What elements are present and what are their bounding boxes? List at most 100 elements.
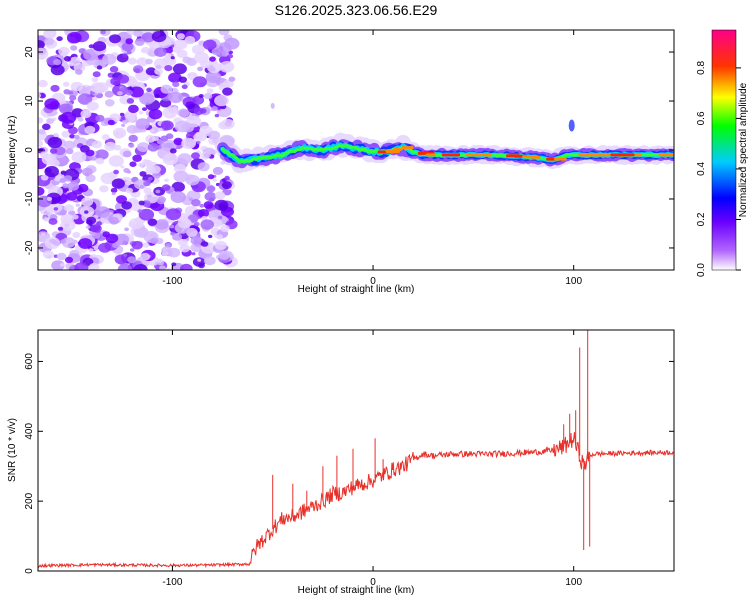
y-tick-label: 600 — [24, 353, 35, 370]
noise-blob — [38, 40, 45, 50]
noise-blob — [39, 151, 49, 158]
noise-blob — [63, 89, 71, 95]
noise-blob — [85, 225, 91, 229]
noise-blob — [84, 125, 96, 134]
noise-blob — [64, 204, 75, 212]
noise-blob — [148, 109, 163, 120]
noise-blob — [199, 203, 205, 208]
noise-blob — [222, 87, 233, 96]
noise-blob — [192, 76, 207, 88]
noise-blob — [48, 218, 58, 225]
noise-blob — [160, 84, 173, 94]
noise-blob — [65, 148, 74, 155]
noise-blob — [190, 236, 202, 246]
y-tick-label: -10 — [24, 191, 35, 206]
noise-blob — [75, 69, 83, 75]
noise-blob — [63, 140, 76, 150]
noise-blob — [126, 98, 135, 104]
noise-blob — [38, 186, 45, 196]
noise-blob — [184, 36, 196, 45]
noise-blob — [214, 199, 229, 211]
noise-blob — [49, 148, 58, 154]
noise-blob — [56, 36, 63, 42]
noise-blob — [133, 30, 143, 37]
noise-blob — [191, 252, 196, 256]
noise-blob — [59, 178, 67, 184]
noise-blob — [46, 196, 53, 201]
noise-blob — [220, 224, 230, 233]
noise-blob — [221, 118, 235, 130]
noise-blob — [72, 214, 79, 220]
noise-blob — [162, 153, 178, 166]
colorbar-tick-label: 0.4 — [696, 162, 707, 176]
noise-blob — [180, 263, 193, 270]
noise-blob — [182, 56, 192, 64]
noise-blob — [72, 239, 78, 244]
noise-blob — [38, 79, 48, 88]
noise-blob — [61, 130, 71, 138]
noise-blob — [214, 240, 227, 250]
noise-blob — [110, 77, 121, 86]
noise-blob — [227, 54, 234, 59]
noise-blob — [102, 231, 111, 238]
spectrogram-signal-track — [214, 102, 674, 174]
noise-blob — [177, 153, 192, 165]
noise-blob — [177, 217, 192, 229]
noise-blob — [146, 87, 152, 93]
noise-blob — [201, 241, 209, 247]
noise-blob — [197, 258, 202, 262]
noise-blob — [138, 200, 145, 206]
noise-blob — [101, 134, 110, 141]
noise-blob — [38, 129, 46, 135]
noise-blob — [166, 37, 176, 46]
noise-blob — [77, 93, 93, 105]
y-tick-label: 400 — [24, 423, 35, 440]
noise-blob — [141, 32, 155, 43]
noise-blob — [129, 86, 144, 98]
noise-blob — [161, 184, 171, 191]
noise-blob — [136, 142, 150, 153]
noise-blob — [113, 169, 119, 175]
noise-blob — [203, 256, 216, 266]
noise-blob — [75, 203, 80, 207]
noise-blob — [71, 151, 87, 163]
noise-blob — [172, 46, 181, 54]
noise-blob — [102, 53, 117, 65]
noise-blob — [151, 135, 159, 141]
noise-blob — [120, 165, 125, 169]
noise-blob — [164, 178, 170, 182]
noise-blob — [60, 170, 67, 175]
spectrogram-xlabel: Height of straight line (km) — [298, 284, 415, 295]
noise-blob — [145, 166, 156, 174]
colorbar-frame — [711, 29, 737, 271]
noise-blob — [134, 179, 147, 190]
noise-blob — [150, 128, 155, 132]
snr-ylabel: SNR (10 * v/v) — [7, 418, 18, 482]
noise-blob — [133, 264, 148, 270]
noise-blob — [138, 208, 155, 221]
noise-blob — [117, 91, 123, 96]
noise-blob — [154, 68, 163, 75]
y-tick-label: 0 — [24, 568, 35, 574]
noise-blob — [104, 141, 117, 151]
noise-blob — [127, 256, 137, 264]
noise-blob — [214, 191, 226, 200]
noise-blob — [121, 201, 133, 210]
noise-blob — [43, 30, 57, 39]
noise-blob — [216, 234, 224, 240]
noise-blob — [143, 159, 153, 167]
noise-blob — [50, 64, 65, 76]
snr-spikes — [272, 330, 591, 550]
noise-blob — [123, 168, 130, 173]
noise-blob — [145, 58, 153, 65]
noise-blob — [209, 56, 216, 62]
noise-blob — [92, 232, 101, 239]
noise-blob — [44, 167, 52, 173]
noise-blob — [136, 57, 149, 67]
noise-blob — [69, 56, 81, 66]
noise-blob — [197, 209, 209, 218]
noise-blob — [109, 34, 121, 44]
noise-blob — [218, 251, 230, 260]
noise-blob — [85, 149, 95, 157]
